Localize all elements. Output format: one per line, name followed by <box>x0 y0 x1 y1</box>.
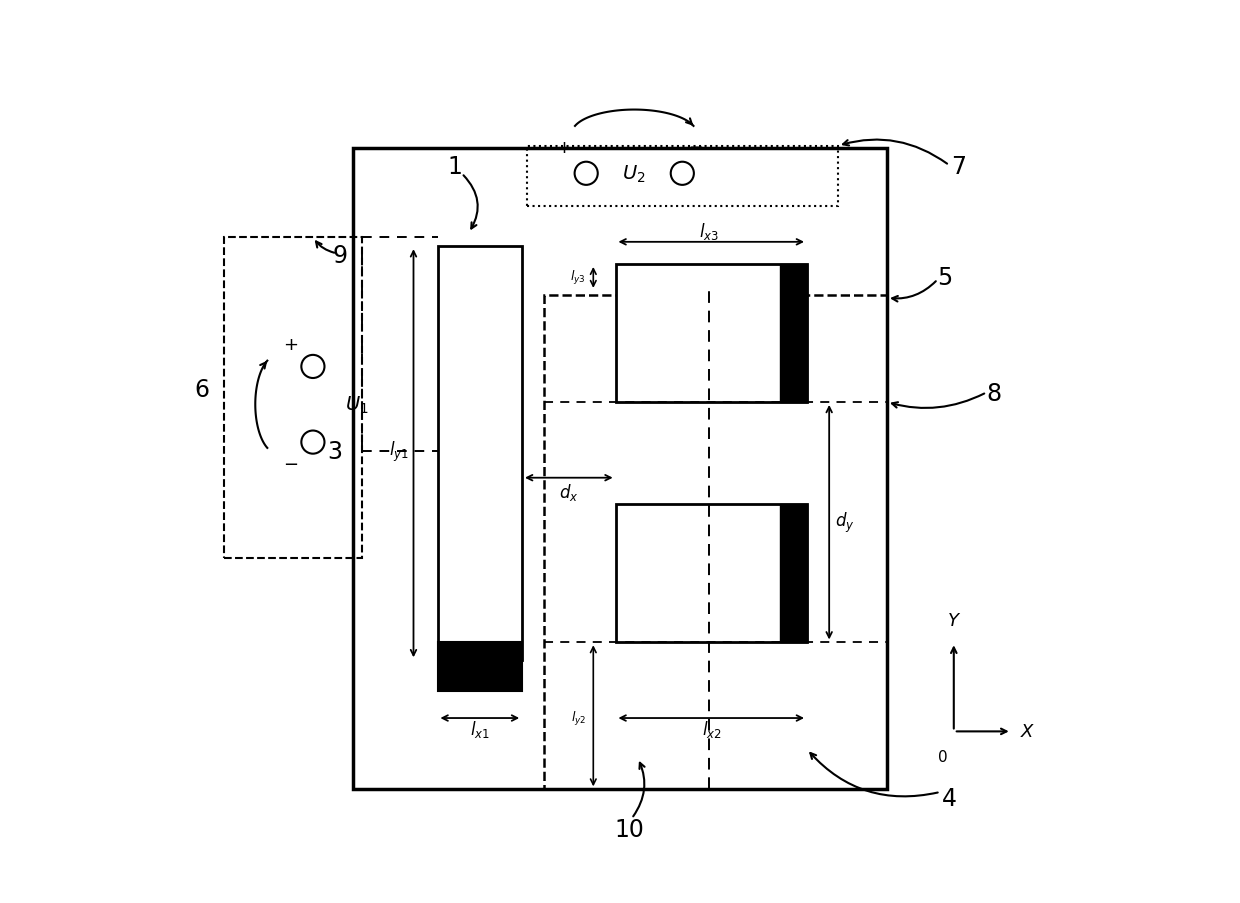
Text: 10: 10 <box>614 817 644 842</box>
Text: 6: 6 <box>195 377 210 401</box>
Text: $l_{y2}$: $l_{y2}$ <box>570 709 585 727</box>
Text: U$_1$: U$_1$ <box>346 395 370 415</box>
Bar <box>438 643 522 692</box>
Bar <box>438 247 522 660</box>
Text: 0: 0 <box>939 749 947 764</box>
Text: 7: 7 <box>951 155 966 179</box>
Text: $d_y$: $d_y$ <box>835 510 854 535</box>
Text: U$_2$: U$_2$ <box>622 163 646 185</box>
Text: +: + <box>557 138 572 156</box>
Bar <box>780 265 807 403</box>
Text: 9: 9 <box>332 244 347 268</box>
Text: X: X <box>1021 722 1033 740</box>
Bar <box>780 505 807 643</box>
Text: $l_{y3}$: $l_{y3}$ <box>570 269 587 287</box>
Bar <box>615 265 807 403</box>
Circle shape <box>301 356 325 378</box>
Bar <box>527 146 838 207</box>
Circle shape <box>671 163 694 186</box>
Text: 1: 1 <box>448 155 463 179</box>
Text: $l_{x1}$: $l_{x1}$ <box>470 719 490 740</box>
Text: +: + <box>283 336 298 354</box>
Bar <box>224 238 362 558</box>
Bar <box>544 296 887 789</box>
Text: 5: 5 <box>937 266 952 290</box>
Bar <box>353 149 887 789</box>
Text: $l_{x3}$: $l_{x3}$ <box>699 220 719 241</box>
Text: −: − <box>283 456 299 474</box>
Text: Y: Y <box>949 611 960 629</box>
Text: 3: 3 <box>327 440 342 463</box>
Text: 8: 8 <box>986 382 1002 405</box>
Bar <box>615 505 807 643</box>
Text: $l_{x2}$: $l_{x2}$ <box>702 719 722 740</box>
Circle shape <box>301 431 325 454</box>
Circle shape <box>574 163 598 186</box>
Text: $d_x$: $d_x$ <box>559 481 579 502</box>
Text: 4: 4 <box>942 787 957 810</box>
Text: $l_{y1}$: $l_{y1}$ <box>389 440 409 463</box>
Text: −: − <box>688 138 703 156</box>
